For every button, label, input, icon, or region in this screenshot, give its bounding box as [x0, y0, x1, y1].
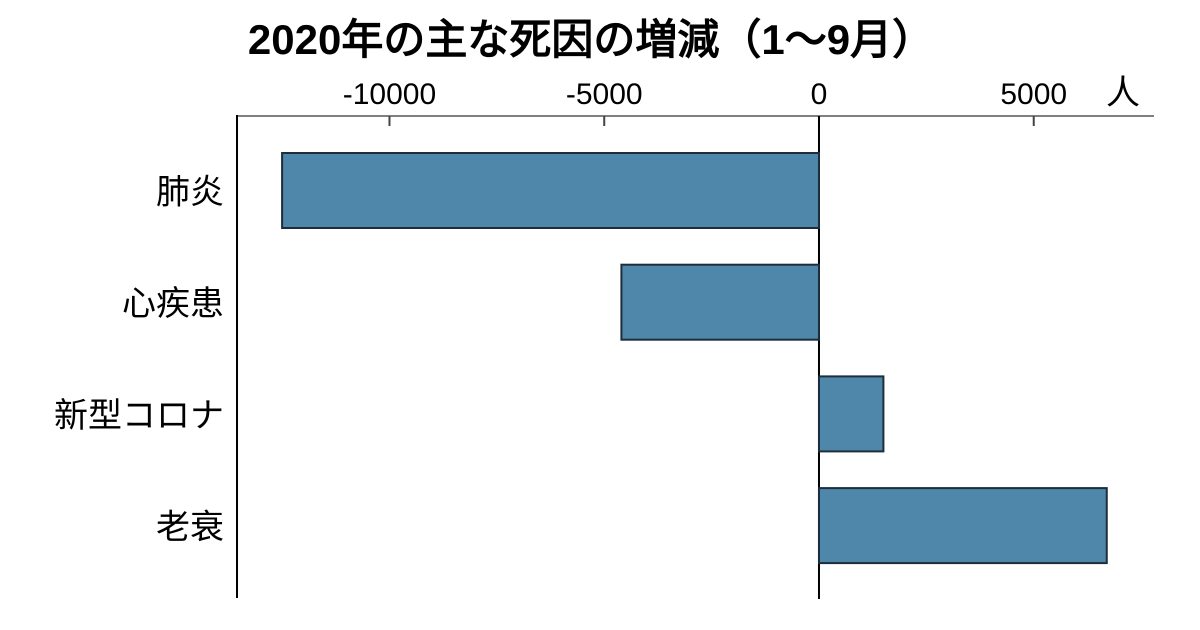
x-axis-tick-label--10000: -10000 — [343, 78, 436, 111]
chart-title: 2020年の主な死因の増減（1〜9月） — [247, 16, 935, 63]
category-label-heart-disease: 心疾患 — [122, 285, 224, 323]
x-axis-tick-label--5000: -5000 — [566, 78, 643, 111]
category-label-covid19: 新型コロナ — [54, 397, 224, 435]
bar-covid19 — [817, 375, 885, 453]
axis-unit-label: 人 — [1106, 74, 1140, 112]
x-axis-tick-label-0: 0 — [811, 78, 828, 111]
bar-pneumonia — [281, 152, 820, 229]
bar-heart-disease — [620, 263, 820, 341]
category-label-senility: 老衰 — [156, 509, 224, 547]
bar-senility — [817, 487, 1108, 565]
x-axis-tick-label-5000: 5000 — [1000, 78, 1067, 111]
category-label-pneumonia: 肺炎 — [156, 174, 224, 212]
